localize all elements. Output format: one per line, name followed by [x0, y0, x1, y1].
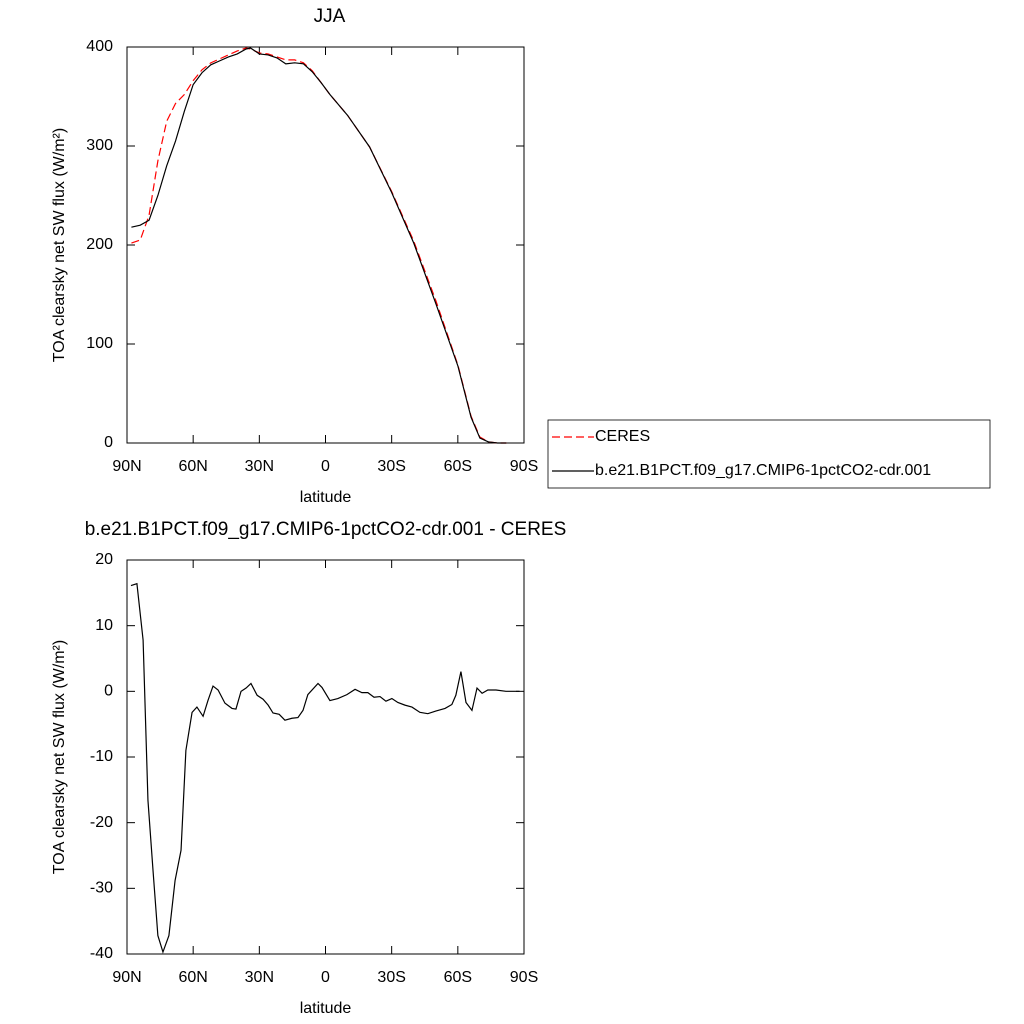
- data-line: [131, 47, 507, 444]
- x-tick-label: 90S: [510, 969, 538, 986]
- x-tick-label: 90N: [112, 969, 141, 986]
- x-tick-label: 30S: [377, 969, 405, 986]
- x-tick-label: 60S: [444, 969, 472, 986]
- x-tick-label: 90N: [112, 458, 141, 475]
- x-tick-label: 30N: [245, 969, 274, 986]
- y-tick-label: -10: [90, 748, 113, 765]
- chart-title: JJA: [314, 6, 346, 27]
- y-tick-label: 20: [95, 551, 113, 568]
- y-tick-label: -40: [90, 945, 113, 962]
- x-tick-label: 60N: [178, 969, 207, 986]
- y-tick-label: 10: [95, 617, 113, 634]
- data-line: [130, 582, 520, 954]
- y-axis-label: TOA clearsky net SW flux (W/m²): [51, 640, 68, 874]
- x-tick-label: 30S: [377, 458, 405, 475]
- y-tick-label: 0: [104, 683, 113, 700]
- y-tick-label: -20: [90, 814, 113, 831]
- data-line: [131, 47, 507, 444]
- x-tick-label: 0: [321, 458, 330, 475]
- x-tick-label: 60S: [444, 458, 472, 475]
- y-tick-label: -30: [90, 880, 113, 897]
- legend-box: [547, 419, 991, 489]
- plot-frame: [126, 559, 525, 955]
- x-axis-label: latitude: [300, 489, 352, 506]
- y-tick-label: 0: [104, 434, 113, 451]
- y-tick-label: 200: [86, 236, 113, 253]
- x-tick-label: 30N: [245, 458, 274, 475]
- x-tick-label: 90S: [510, 458, 538, 475]
- y-tick-label: 100: [86, 335, 113, 352]
- legend-label: b.e21.B1PCT.f09_g17.CMIP6-1pctCO2-cdr.00…: [595, 462, 931, 479]
- x-tick-label: 0: [321, 969, 330, 986]
- y-axis-label: TOA clearsky net SW flux (W/m²): [51, 128, 68, 362]
- x-axis-label: latitude: [300, 1000, 352, 1017]
- chart-title: b.e21.B1PCT.f09_g17.CMIP6-1pctCO2-cdr.00…: [85, 519, 567, 540]
- legend-label: CERES: [595, 428, 650, 445]
- y-tick-label: 300: [86, 137, 113, 154]
- y-tick-label: 400: [86, 38, 113, 55]
- x-tick-label: 60N: [178, 458, 207, 475]
